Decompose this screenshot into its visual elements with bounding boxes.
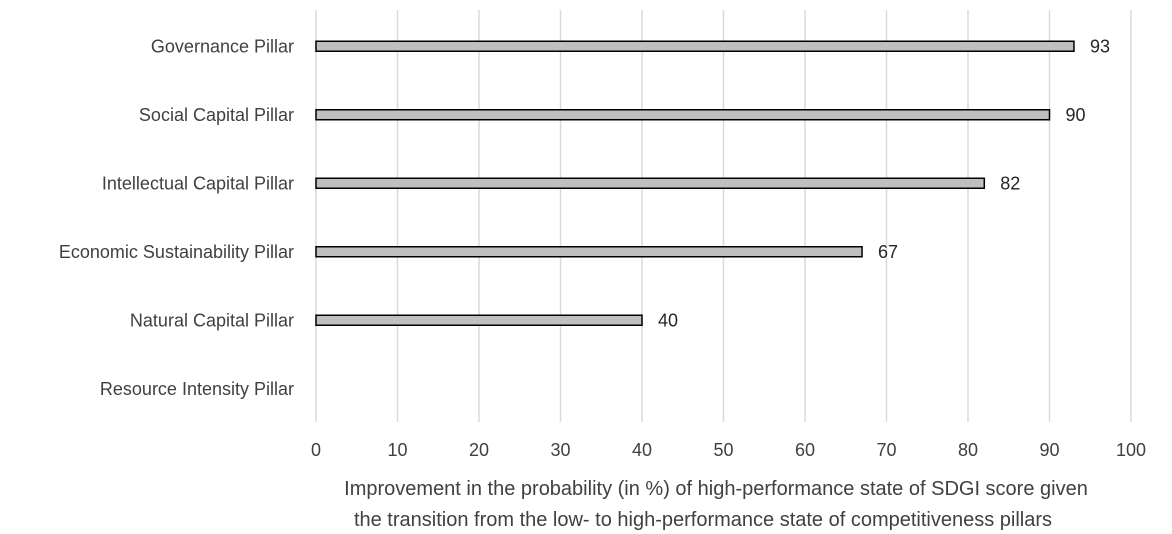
x-tick-label: 80 <box>958 440 978 460</box>
data-label: 82 <box>1000 173 1020 193</box>
x-tick-label: 90 <box>1039 440 1059 460</box>
x-tick-label: 10 <box>387 440 407 460</box>
x-tick-label: 30 <box>550 440 570 460</box>
bars <box>315 40 1075 326</box>
data-label: 40 <box>658 310 678 330</box>
gridlines <box>315 10 1132 422</box>
category-label: Intellectual Capital Pillar <box>102 173 294 193</box>
bar <box>315 109 1051 121</box>
x-tick-label: 20 <box>469 440 489 460</box>
x-tick-label: 0 <box>311 440 321 460</box>
bar <box>315 177 986 189</box>
category-label: Resource Intensity Pillar <box>100 379 294 399</box>
x-tick-label: 60 <box>795 440 815 460</box>
data-labels: 93 90 82 67 40 <box>658 36 1110 330</box>
bar <box>315 314 643 326</box>
bar <box>315 246 863 258</box>
x-tick-label: 100 <box>1116 440 1146 460</box>
category-label: Natural Capital Pillar <box>130 310 294 330</box>
x-tick-labels: 0 10 20 30 40 50 60 70 80 90 100 <box>311 440 1146 460</box>
category-labels: Governance Pillar Social Capital Pillar In… <box>59 36 294 399</box>
category-label: Economic Sustainability Pillar <box>59 242 294 262</box>
x-axis-title-line-2: the transition from the low- to high-per… <box>354 509 1052 531</box>
data-label: 90 <box>1066 105 1086 125</box>
data-label: 67 <box>878 242 898 262</box>
x-tick-label: 70 <box>876 440 896 460</box>
category-label: Social Capital Pillar <box>139 105 294 125</box>
bar <box>315 40 1075 52</box>
x-tick-label: 50 <box>713 440 733 460</box>
x-axis-title-line-1: Improvement in the probability (in %) of… <box>344 478 1088 500</box>
category-label: Governance Pillar <box>151 36 294 56</box>
data-label: 93 <box>1090 36 1110 56</box>
x-tick-label: 40 <box>632 440 652 460</box>
